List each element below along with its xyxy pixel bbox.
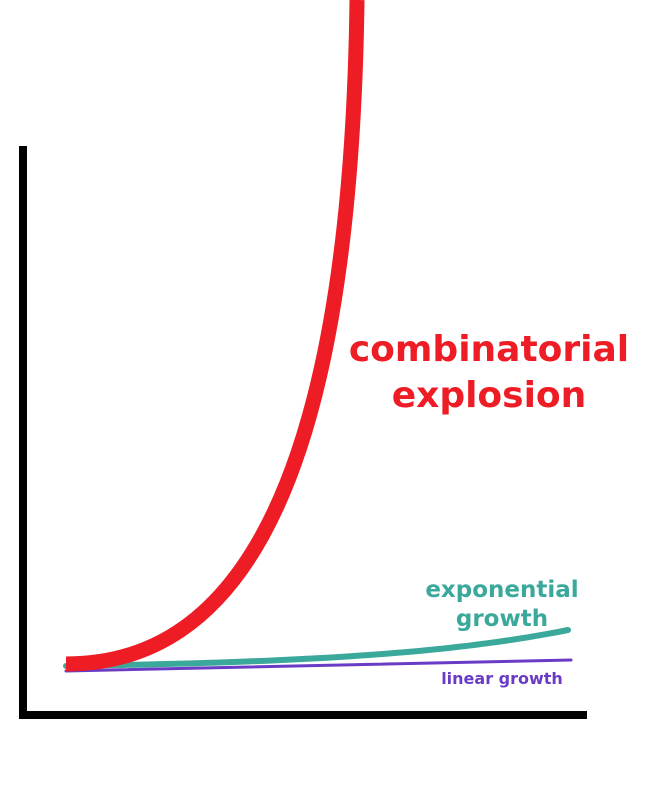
combinatorial-explosion-label-line1: combinatorial — [349, 329, 629, 370]
linear-growth-line — [64, 658, 573, 673]
linear-growth-label: linear growth — [441, 669, 563, 688]
exponential-growth-line — [63, 627, 571, 669]
exponential-growth-label-line2: growth — [456, 606, 548, 632]
combinatorial-explosion-line — [65, 0, 365, 672]
combinatorial-explosion-label-line2: explosion — [392, 375, 587, 416]
exponential-growth-label-line1: exponential — [425, 577, 578, 603]
